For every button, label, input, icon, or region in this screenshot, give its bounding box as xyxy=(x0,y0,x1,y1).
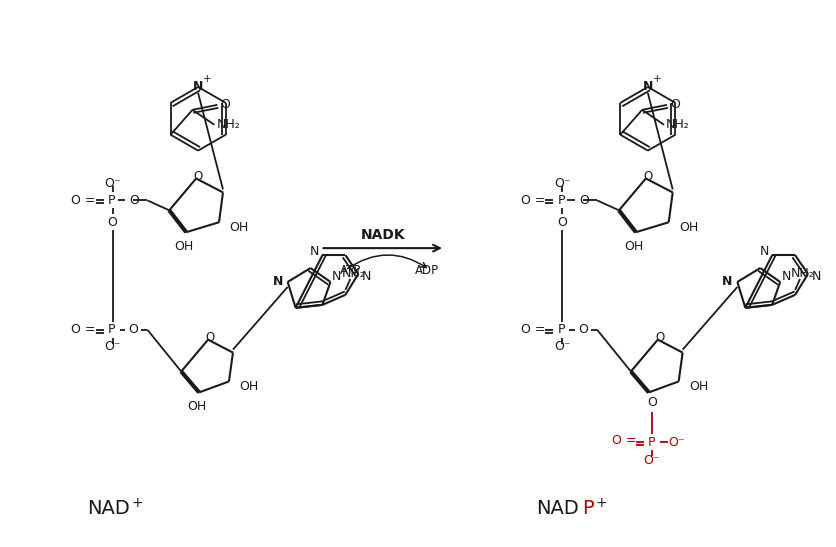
Text: N: N xyxy=(782,270,791,283)
Text: O: O xyxy=(670,98,680,112)
Text: NH₂: NH₂ xyxy=(341,266,365,280)
Text: O: O xyxy=(129,323,139,336)
Text: N: N xyxy=(310,245,319,258)
Text: O: O xyxy=(193,170,203,183)
Text: O: O xyxy=(579,323,588,336)
Text: NH₂: NH₂ xyxy=(666,118,690,131)
Text: P: P xyxy=(108,194,115,207)
Text: N: N xyxy=(193,80,203,94)
Text: O: O xyxy=(221,98,230,112)
Text: O: O xyxy=(130,194,140,207)
Text: OH: OH xyxy=(624,240,644,253)
Text: O =: O = xyxy=(612,434,636,447)
Text: OH: OH xyxy=(689,380,708,393)
Text: N: N xyxy=(362,270,371,283)
Text: N: N xyxy=(273,276,283,288)
Text: OH: OH xyxy=(229,221,248,234)
Text: P: P xyxy=(108,323,115,336)
Text: O⁻: O⁻ xyxy=(104,340,121,353)
Text: O⁻: O⁻ xyxy=(554,177,570,190)
Text: O: O xyxy=(108,216,118,229)
Text: P: P xyxy=(648,435,655,449)
Text: ATP: ATP xyxy=(339,264,361,277)
Text: O =: O = xyxy=(71,323,96,336)
Text: +: + xyxy=(203,74,212,84)
Text: O⁻: O⁻ xyxy=(554,340,570,353)
Text: NH₂: NH₂ xyxy=(217,118,240,131)
Text: N: N xyxy=(722,276,732,288)
Text: P: P xyxy=(558,323,565,336)
Text: N: N xyxy=(811,270,821,283)
Text: NADK: NADK xyxy=(360,228,405,242)
Text: NAD: NAD xyxy=(537,499,579,519)
Text: OH: OH xyxy=(679,221,698,234)
Text: O =: O = xyxy=(521,323,546,336)
Text: O⁻: O⁻ xyxy=(669,435,685,449)
Text: O: O xyxy=(579,194,589,207)
Text: P: P xyxy=(558,194,565,207)
Text: +: + xyxy=(131,496,143,510)
Text: P: P xyxy=(582,499,594,519)
Text: +: + xyxy=(652,74,661,84)
Text: OH: OH xyxy=(239,380,258,393)
Text: N: N xyxy=(332,270,341,283)
Text: OH: OH xyxy=(175,240,194,253)
Text: NH₂: NH₂ xyxy=(791,266,815,280)
Text: ADP: ADP xyxy=(415,264,439,277)
Text: N: N xyxy=(643,80,653,94)
Text: O =: O = xyxy=(71,194,96,207)
Text: N: N xyxy=(760,245,769,258)
Text: NAD: NAD xyxy=(87,499,130,519)
Text: OH: OH xyxy=(187,400,206,413)
Text: O: O xyxy=(558,216,567,229)
Text: O: O xyxy=(206,331,215,344)
Text: O: O xyxy=(647,396,657,409)
Text: O⁻: O⁻ xyxy=(644,453,660,467)
Text: O: O xyxy=(655,331,665,344)
Text: O =: O = xyxy=(521,194,546,207)
Text: O⁻: O⁻ xyxy=(104,177,121,190)
Text: +: + xyxy=(595,496,607,510)
Text: O: O xyxy=(643,170,652,183)
